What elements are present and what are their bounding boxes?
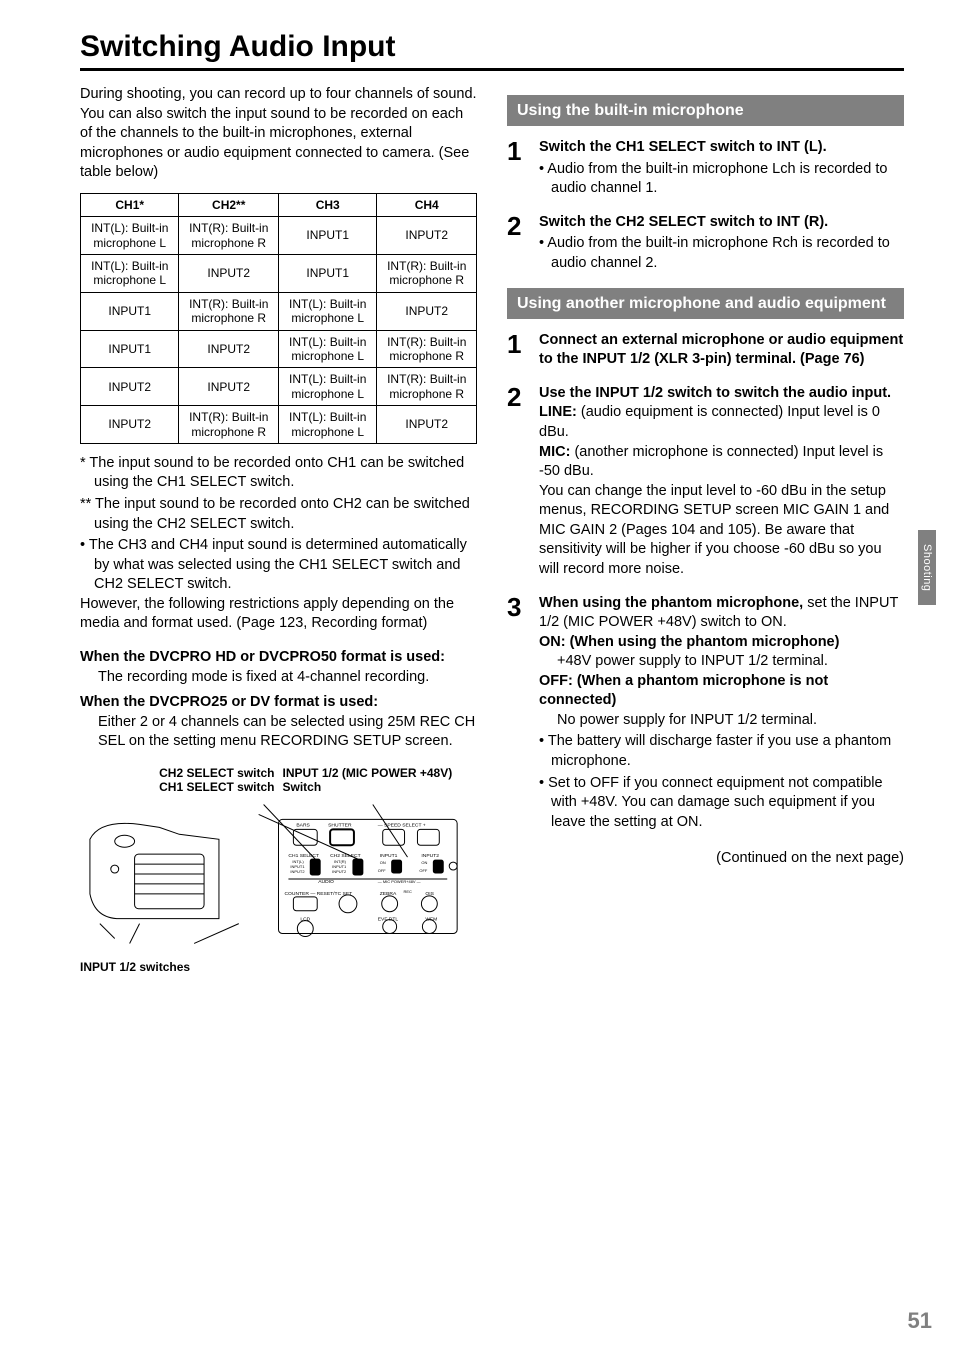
table-header: CH4 xyxy=(377,193,477,216)
table-cell: INPUT1 xyxy=(81,330,179,368)
table-row: INT(L): Built-in microphone LINPUT2INPUT… xyxy=(81,254,477,292)
table-cell: INPUT2 xyxy=(179,368,279,406)
svg-text:INPUT1: INPUT1 xyxy=(380,853,398,859)
step1-title: Switch the CH1 SELECT switch to INT (L). xyxy=(539,138,904,158)
phantom-intro: When using the phantom microphone, set t… xyxy=(539,594,904,633)
table-header: CH3 xyxy=(278,193,376,216)
svg-text:INPUT2: INPUT2 xyxy=(332,869,346,874)
table-cell: INPUT2 xyxy=(179,330,279,368)
table-cell: INT(R): Built-in microphone R xyxy=(377,368,477,406)
format-hd-body: The recording mode is fixed at 4-channel… xyxy=(80,668,477,688)
side-tab-shooting: Shooting xyxy=(918,530,936,605)
label-ch1-select: CH1 SELECT switch xyxy=(80,780,275,794)
svg-text:ON: ON xyxy=(380,860,386,865)
section-other-mic: Using another microphone and audio equip… xyxy=(507,288,904,319)
table-cell: INT(R): Built-in microphone R xyxy=(377,330,477,368)
diagram-label-row: CH2 SELECT switch CH1 SELECT switch INPU… xyxy=(80,766,477,795)
svg-text:SHUTTER: SHUTTER xyxy=(328,822,352,828)
footnote-ch3ch4: • The CH3 and CH4 input sound is determi… xyxy=(80,536,477,595)
step1-bullet: • Audio from the built-in microphone Lch… xyxy=(539,160,904,199)
audio-input-table: CH1*CH2**CH3CH4 INT(L): Built-in microph… xyxy=(80,193,477,444)
svg-text:AUDIO: AUDIO xyxy=(318,878,334,884)
page-number: 51 xyxy=(908,1308,932,1334)
table-header: CH2** xyxy=(179,193,279,216)
table-cell: INT(L): Built-in microphone L xyxy=(278,368,376,406)
table-cell: INT(R): Built-in microphone R xyxy=(179,406,279,444)
right-column: Using the built-in microphone 1 Switch t… xyxy=(507,85,904,974)
table-cell: INT(L): Built-in microphone L xyxy=(278,406,376,444)
format-dv-body: Either 2 or 4 channels can be selected u… xyxy=(80,713,477,752)
table-row: INPUT1INPUT2INT(L): Built-in microphone … xyxy=(81,330,477,368)
left-column: During shooting, you can record up to fo… xyxy=(80,85,477,974)
table-row: INPUT2INT(R): Built-in microphone RINT(L… xyxy=(81,406,477,444)
format-hd-head: When the DVCPRO HD or DVCPRO50 format is… xyxy=(80,648,477,668)
step-3-other: 3 When using the phantom microphone, set… xyxy=(507,594,904,833)
step-1-builtin: 1 Switch the CH1 SELECT switch to INT (L… xyxy=(507,138,904,199)
svg-text:— MIC POWER+48V —: — MIC POWER+48V — xyxy=(378,878,421,883)
phantom-bullet-2: • Set to OFF if you connect equipment no… xyxy=(539,774,904,833)
table-cell: INPUT1 xyxy=(81,292,179,330)
phantom-on-label: ON: (When using the phantom microphone) xyxy=(539,633,904,653)
table-cell: INPUT2 xyxy=(377,406,477,444)
table-cell: INPUT2 xyxy=(81,406,179,444)
table-cell: INPUT1 xyxy=(278,217,376,255)
table-cell: INT(L): Built-in microphone L xyxy=(278,292,376,330)
phantom-off-body: No power supply for INPUT 1/2 terminal. xyxy=(539,711,904,731)
table-cell: INT(R): Built-in microphone R xyxy=(179,292,279,330)
table-cell: INPUT1 xyxy=(278,254,376,292)
table-cell: INT(L): Built-in microphone L xyxy=(278,330,376,368)
mic-extra: You can change the input level to -60 dB… xyxy=(539,482,904,580)
table-cell: INT(L): Built-in microphone L xyxy=(81,217,179,255)
table-cell: INPUT2 xyxy=(81,368,179,406)
svg-text:ON: ON xyxy=(421,860,427,865)
table-cell: INT(R): Built-in microphone R xyxy=(179,217,279,255)
step-2-builtin: 2 Switch the CH2 SELECT switch to INT (R… xyxy=(507,213,904,274)
step-number: 2 xyxy=(507,213,527,239)
format-dv-head: When the DVCPRO25 or DV format is used: xyxy=(80,693,477,713)
svg-text:INPUT2: INPUT2 xyxy=(421,853,439,859)
section-builtin-mic: Using the built-in microphone xyxy=(507,95,904,126)
line-option: LINE: (audio equipment is connected) Inp… xyxy=(539,403,904,442)
table-row: INPUT1INT(R): Built-in microphone RINT(L… xyxy=(81,292,477,330)
intro-text: During shooting, you can record up to fo… xyxy=(80,85,477,183)
step2-bullet: • Audio from the built-in microphone Rch… xyxy=(539,234,904,273)
page-title: Switching Audio Input xyxy=(80,30,904,71)
footnote-ch1: * The input sound to be recorded onto CH… xyxy=(80,454,477,493)
table-cell: INPUT2 xyxy=(377,292,477,330)
step-number: 1 xyxy=(507,331,527,357)
table-cell: INPUT2 xyxy=(179,254,279,292)
svg-text:BARS: BARS xyxy=(296,822,310,828)
phantom-on-body: +48V power supply to INPUT 1/2 terminal. xyxy=(539,652,904,672)
svg-text:OFF: OFF xyxy=(378,868,387,873)
label-input12-mic: INPUT 1/2 (MIC POWER +48V) Switch xyxy=(283,766,478,795)
table-cell: INT(L): Built-in microphone L xyxy=(81,254,179,292)
step-number: 1 xyxy=(507,138,527,164)
step2-title: Switch the CH2 SELECT switch to INT (R). xyxy=(539,213,904,233)
other-step1-title: Connect an external microphone or audio … xyxy=(539,331,904,370)
svg-text:COUNTER — RESET/TC SET: COUNTER — RESET/TC SET xyxy=(284,890,352,896)
camera-diagram: BARS SHUTTER — SPEED SELECT + CH1 SELECT… xyxy=(80,799,477,949)
footnote-ch2: ** The input sound to be recorded onto C… xyxy=(80,495,477,534)
svg-text:REC: REC xyxy=(404,888,413,893)
label-ch2-select: CH2 SELECT switch xyxy=(80,766,275,780)
restriction-note: However, the following restrictions appl… xyxy=(80,595,477,634)
step-number: 3 xyxy=(507,594,527,620)
svg-text:OFF: OFF xyxy=(419,868,428,873)
step-2-other: 2 Use the INPUT 1/2 switch to switch the… xyxy=(507,384,904,580)
table-header: CH1* xyxy=(81,193,179,216)
svg-text:INPUT2: INPUT2 xyxy=(290,869,304,874)
step-1-other: 1 Connect an external microphone or audi… xyxy=(507,331,904,370)
table-cell: INPUT2 xyxy=(377,217,477,255)
continued-note: (Continued on the next page) xyxy=(507,850,904,866)
other-step2-title: Use the INPUT 1/2 switch to switch the a… xyxy=(539,384,904,404)
step-number: 2 xyxy=(507,384,527,410)
phantom-bullet-1: • The battery will discharge faster if y… xyxy=(539,732,904,771)
table-row: INPUT2INPUT2INT(L): Built-in microphone … xyxy=(81,368,477,406)
label-input12-switches: INPUT 1/2 switches xyxy=(80,960,477,974)
phantom-off-label: OFF: (When a phantom microphone is not c… xyxy=(539,672,904,711)
table-cell: INT(R): Built-in microphone R xyxy=(377,254,477,292)
mic-option: MIC: (another microphone is connected) I… xyxy=(539,443,904,482)
table-row: INT(L): Built-in microphone LINT(R): Bui… xyxy=(81,217,477,255)
